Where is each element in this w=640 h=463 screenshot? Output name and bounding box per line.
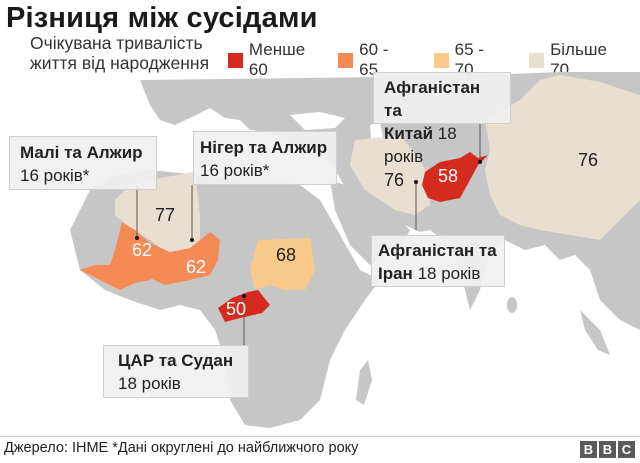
legend-swatch bbox=[433, 52, 449, 68]
value-china: 76 bbox=[578, 150, 599, 170]
source-note: Джерело: IHME *Дані округлені до найближ… bbox=[4, 440, 359, 456]
callout-gap: 16 років* bbox=[20, 166, 90, 185]
page-title: Різниця між сусідами bbox=[6, 2, 318, 34]
footer-divider bbox=[0, 436, 640, 437]
value-iran: 76 bbox=[384, 170, 405, 190]
callout-niger-algeria: Нігер та Алжир 16 років* bbox=[193, 131, 337, 185]
callout-car-sudan: ЦАР та Судан 18 років bbox=[103, 345, 249, 398]
country-china bbox=[485, 75, 640, 240]
map bbox=[70, 72, 640, 428]
value-algeria: 77 bbox=[155, 205, 176, 225]
subtitle: Очікувана тривалість життя від народженн… bbox=[30, 33, 209, 73]
callout-title-line2: Іран bbox=[378, 264, 413, 283]
bbc-logo-letter: C bbox=[618, 441, 635, 458]
callout-title-line1: Афганістан та bbox=[378, 241, 497, 260]
bbc-logo: B B C bbox=[580, 441, 635, 458]
value-sudan: 68 bbox=[276, 245, 297, 265]
legend-swatch bbox=[529, 52, 545, 68]
callout-gap: 18 років bbox=[118, 374, 181, 393]
callout-gap: 16 років* bbox=[200, 161, 270, 180]
legend: Менше 60 60 - 65 65 - 70 Більше 70 bbox=[228, 40, 640, 80]
country-afghanistan bbox=[422, 152, 488, 202]
subtitle-line-2: життя від народження bbox=[30, 53, 210, 73]
country-sudan bbox=[250, 238, 315, 290]
legend-swatch bbox=[228, 52, 243, 68]
callout-title: Нігер та Алжир bbox=[200, 138, 328, 157]
country-niger bbox=[150, 232, 220, 285]
callout-title: Малі та Алжир bbox=[20, 143, 143, 162]
legend-label: Менше 60 bbox=[248, 40, 306, 79]
country-algeria bbox=[115, 172, 200, 255]
value-niger: 62 bbox=[186, 257, 207, 277]
country-mali bbox=[80, 222, 170, 290]
callout-title-line1: Афганістан та bbox=[384, 78, 481, 120]
value-afghanistan: 58 bbox=[438, 166, 459, 186]
callout-afghanistan-iran: Афганістан та Іран 18 років bbox=[371, 235, 505, 287]
country-iran bbox=[350, 135, 430, 215]
callout-afghanistan-china: Афганістан та Китай 18 років bbox=[373, 72, 511, 166]
callout-mali-algeria: Малі та Алжир 16 років* bbox=[9, 136, 157, 190]
callout-gap: 18 років bbox=[384, 124, 457, 166]
subtitle-line-1: Очікувана тривалість bbox=[30, 33, 203, 53]
value-mali: 62 bbox=[132, 240, 153, 260]
bbc-logo-letter: B bbox=[599, 441, 616, 458]
value-car: 50 bbox=[226, 299, 247, 319]
legend-item-under-60: Менше 60 bbox=[228, 40, 328, 80]
bbc-logo-letter: B bbox=[580, 441, 597, 458]
callout-title-line2: Китай bbox=[384, 124, 434, 143]
callout-title: ЦАР та Судан bbox=[118, 351, 234, 370]
legend-swatch bbox=[338, 52, 354, 68]
callout-gap: 18 років bbox=[412, 264, 481, 283]
